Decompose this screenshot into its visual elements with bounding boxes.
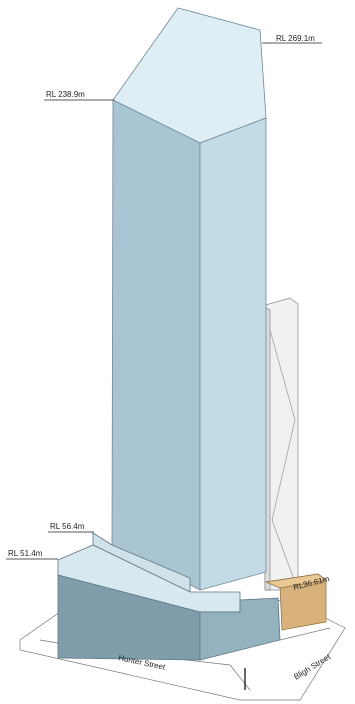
level-label: RL 269.1m: [276, 34, 315, 43]
podium: [57, 532, 281, 661]
heritage-building: [264, 573, 327, 631]
street-label: Bligh Street: [292, 652, 332, 682]
level-label: RL 51.4m: [8, 549, 43, 558]
neighbour-tower: [261, 297, 299, 591]
tower: [111, 7, 267, 591]
level-label: RL 238.9m: [46, 90, 85, 99]
level-label: RL 56.4m: [50, 522, 85, 531]
